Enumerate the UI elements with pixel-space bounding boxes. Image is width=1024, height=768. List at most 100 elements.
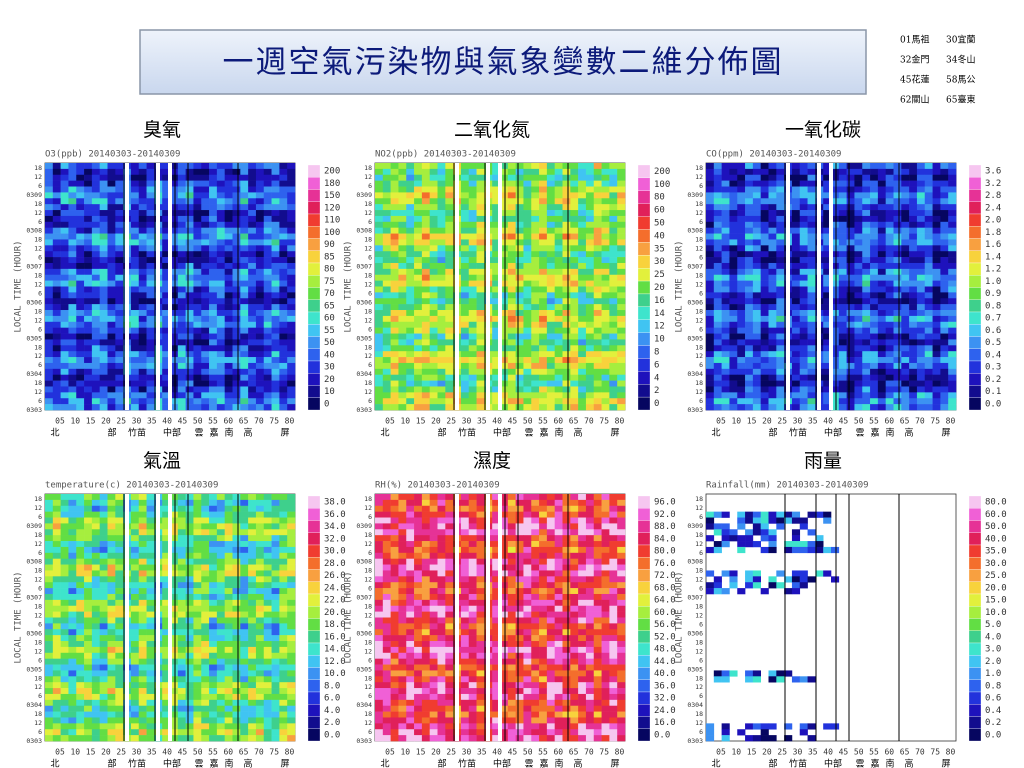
heat-cell	[146, 180, 155, 187]
heat-cell	[901, 310, 910, 317]
heat-cell	[760, 404, 769, 411]
heat-cell	[924, 286, 933, 293]
heat-cell	[263, 186, 272, 193]
heat-cell	[760, 180, 769, 187]
heat-cell	[224, 392, 233, 399]
heat-cell	[932, 345, 941, 352]
heat-cell	[492, 292, 501, 299]
heat-cell	[924, 280, 933, 287]
heat-cell	[862, 251, 871, 258]
heat-cell	[91, 233, 100, 240]
heat-cell	[68, 368, 77, 376]
heat-cell	[437, 380, 446, 387]
heat-cell	[721, 174, 730, 181]
heat-cell	[201, 168, 210, 176]
heat-cell	[162, 251, 171, 258]
heat-cell	[885, 392, 894, 399]
heat-cell	[248, 368, 257, 376]
heat-cell	[232, 588, 241, 595]
heat-cell	[201, 552, 210, 559]
heat-cell	[617, 386, 626, 393]
heat-cell	[279, 593, 288, 601]
heat-cell	[838, 386, 847, 393]
heat-cell	[193, 546, 202, 554]
heat-cell	[916, 345, 926, 352]
heat-cell	[609, 274, 618, 281]
heat-cell	[893, 163, 902, 170]
heat-cell	[279, 511, 288, 518]
heat-cell	[91, 192, 100, 199]
heat-cell	[146, 392, 155, 399]
heat-cell	[138, 570, 147, 577]
heat-cell	[115, 327, 124, 334]
heat-cell	[476, 245, 485, 252]
heat-cell	[924, 351, 933, 358]
heat-cell	[500, 380, 509, 387]
heat-cell	[406, 257, 415, 264]
heat-cell	[224, 204, 233, 211]
heat-cell	[271, 304, 280, 311]
heat-cell	[398, 262, 407, 270]
heat-cell	[893, 368, 902, 376]
heat-cell	[60, 523, 69, 530]
region-label: 部	[107, 427, 116, 439]
heat-cell	[224, 268, 233, 276]
heat-cell	[593, 163, 602, 170]
heat-cell	[468, 245, 477, 252]
heat-cell	[130, 351, 140, 358]
heat-cell	[84, 593, 93, 601]
heat-cell	[255, 292, 265, 299]
heat-cell	[224, 210, 233, 217]
heat-cell	[507, 351, 516, 358]
heat-cell	[468, 274, 477, 281]
heat-cell	[515, 315, 524, 323]
heat-cell	[554, 221, 563, 228]
heat-cell	[146, 298, 155, 305]
heat-cell	[287, 404, 296, 411]
heat-cell	[877, 233, 886, 240]
heat-cell	[476, 262, 485, 270]
heat-cell	[170, 251, 179, 258]
x-tick-label: 75	[930, 417, 940, 426]
heat-cell	[940, 227, 949, 234]
heat-cell	[877, 186, 886, 193]
heat-cell	[492, 351, 501, 358]
heat-cell	[68, 541, 77, 548]
heat-cell	[224, 541, 233, 548]
heat-cell	[885, 357, 894, 364]
heat-cell	[846, 357, 855, 364]
heat-cell	[546, 186, 555, 193]
heat-cell	[760, 221, 769, 228]
heat-cell	[232, 599, 241, 607]
colorbar-label: 55	[324, 326, 335, 336]
heat-cell	[539, 362, 548, 370]
heat-cell	[531, 304, 540, 311]
heat-cell	[107, 210, 116, 217]
heat-cell	[287, 327, 296, 334]
heat-cell	[713, 333, 722, 340]
heat-cell	[177, 310, 186, 317]
heat-cell	[224, 321, 233, 328]
heat-cell	[523, 315, 532, 323]
heat-cell	[271, 339, 280, 346]
heat-cell	[45, 529, 54, 536]
heat-cell	[713, 227, 722, 234]
heat-cell	[91, 404, 100, 411]
heat-cell	[84, 292, 93, 299]
heat-cell	[279, 204, 288, 211]
heat-cell	[854, 262, 863, 270]
y-tick-label: 18	[34, 343, 42, 351]
heat-cell	[791, 404, 801, 411]
heat-cell	[185, 345, 194, 352]
heat-cell	[279, 494, 288, 501]
x-tick-label: 10	[70, 417, 80, 426]
heat-cell	[846, 192, 855, 199]
heat-cell	[531, 398, 540, 405]
heat-cell	[948, 198, 957, 205]
heat-cell	[107, 233, 116, 240]
heat-cell	[745, 215, 754, 223]
heat-cell	[414, 198, 423, 205]
heat-cell	[713, 351, 722, 358]
heat-cell	[382, 357, 391, 364]
heat-cell	[468, 357, 477, 364]
